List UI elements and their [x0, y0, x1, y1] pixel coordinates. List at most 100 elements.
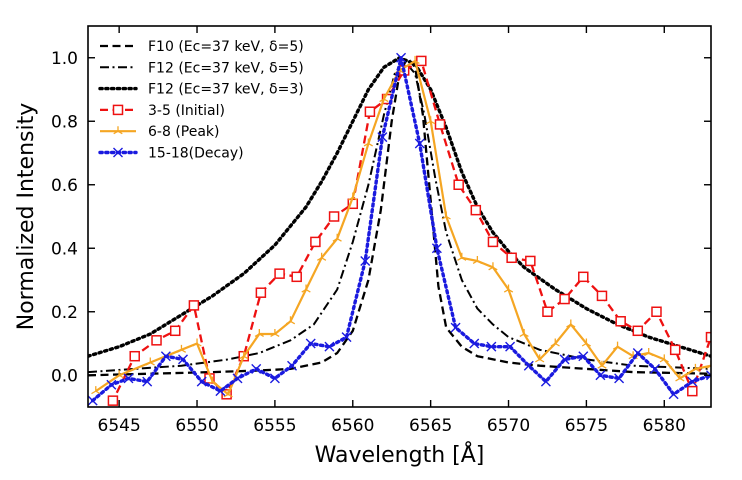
x-tick-label: 6555 [253, 416, 296, 436]
data-point-square [651, 306, 662, 317]
data-point-tri [285, 316, 296, 325]
data-point-x [595, 370, 606, 381]
data-point-tri [239, 351, 249, 360]
data-point-tri [457, 252, 467, 261]
data-point-tri [566, 319, 576, 328]
data-point-x [269, 373, 280, 384]
legend-item-5: 6-8 (Peak) [100, 124, 219, 140]
series-line [88, 56, 711, 377]
data-point-tri [581, 338, 592, 347]
x-tick-label: 6560 [331, 416, 374, 436]
x-tick-label: 6565 [409, 416, 452, 436]
x-tick-label: 6570 [487, 416, 530, 436]
data-point-square [291, 271, 302, 283]
data-point-tri [519, 328, 529, 338]
data-point-tri [503, 284, 514, 293]
legend-item-6: 15-18(Decay) [98, 146, 244, 162]
data-point-x [396, 52, 407, 63]
data-point-square [364, 106, 376, 117]
data-point-tri [332, 233, 342, 242]
legend-label: 6-8 (Peak) [148, 124, 219, 140]
data-point-square [506, 252, 517, 264]
legend-label: 15-18(Decay) [148, 146, 244, 162]
data-point-tri [410, 55, 420, 64]
x-tick-label: 6550 [175, 416, 218, 436]
data-point-square [107, 395, 119, 406]
data-point-tri [254, 328, 264, 338]
data-point-square [112, 104, 124, 116]
data-point-tri [426, 116, 436, 125]
data-point-x [559, 354, 570, 365]
data-point-x [431, 243, 442, 254]
data-point-tri [441, 211, 451, 220]
series-line [95, 59, 711, 396]
data-point-square [169, 325, 181, 337]
data-point-tri [690, 363, 701, 372]
data-point-tri [379, 94, 389, 103]
y-tick-label: 0.0 [51, 366, 78, 386]
data-point-x [251, 363, 262, 374]
series-3 [88, 56, 711, 358]
data-point-x [706, 370, 711, 381]
data-point-tri [176, 344, 187, 353]
series-5 [91, 55, 711, 398]
data-point-x [106, 379, 117, 390]
x-tick-label: 6580 [643, 416, 686, 436]
data-point-square [416, 55, 427, 67]
series-6 [88, 52, 711, 406]
y-axis-label: Normalized Intensity [14, 103, 39, 331]
data-point-square [632, 325, 644, 337]
data-point-square [525, 255, 536, 267]
data-point-tri [91, 386, 101, 395]
data-point-x [668, 389, 679, 400]
data-point-tri [145, 357, 155, 366]
y-tick-label: 1.0 [51, 49, 78, 69]
data-point-x [614, 373, 625, 384]
data-point-x [486, 341, 497, 352]
data-point-tri [659, 354, 669, 363]
data-point-tri [348, 192, 358, 201]
data-point-x [450, 322, 461, 333]
data-point-tri [114, 370, 124, 379]
data-point-square [615, 316, 626, 327]
data-point-square [129, 350, 140, 362]
data-point-tri [488, 262, 498, 271]
data-point-x [687, 376, 698, 387]
data-point-x [469, 338, 480, 349]
legend-label: F12 (Ec=37 keV, δ=5) [148, 60, 304, 76]
plot-background [88, 26, 711, 407]
data-point-x [142, 376, 153, 387]
data-point-x [232, 373, 243, 384]
legend-item-2: F12 (Ec=37 keV, δ=5) [100, 60, 304, 76]
data-point-square [705, 331, 711, 343]
data-point-square [687, 385, 698, 397]
data-point-x [632, 348, 643, 359]
data-point-x [88, 395, 98, 406]
legend-label: F10 (Ec=37 keV, δ=5) [148, 39, 304, 55]
data-point-x [414, 138, 425, 149]
data-point-tri [363, 138, 373, 147]
data-point-square [596, 290, 608, 302]
data-point-x [160, 351, 171, 362]
data-point-x [540, 376, 551, 387]
series-layer [87, 52, 711, 440]
data-point-square [255, 287, 267, 298]
data-point-x [305, 338, 316, 349]
legend-item-3: F12 (Ec=37 keV, δ=3) [98, 82, 304, 98]
legend-item-1: F10 (Ec=37 keV, δ=5) [100, 39, 304, 55]
data-point-x [360, 255, 371, 266]
data-point-x [178, 354, 189, 365]
data-point-square [188, 300, 200, 311]
data-point-x [578, 351, 589, 362]
data-point-square [559, 293, 570, 305]
data-point-square [669, 344, 681, 356]
y-tick-label: 0.6 [51, 176, 78, 196]
data-point-square [453, 179, 464, 190]
data-point-square [328, 211, 340, 222]
data-point-square [434, 119, 446, 130]
data-point-x [287, 360, 298, 371]
data-point-square [274, 268, 285, 279]
data-point-square [87, 431, 96, 440]
series-line [107, 59, 711, 407]
